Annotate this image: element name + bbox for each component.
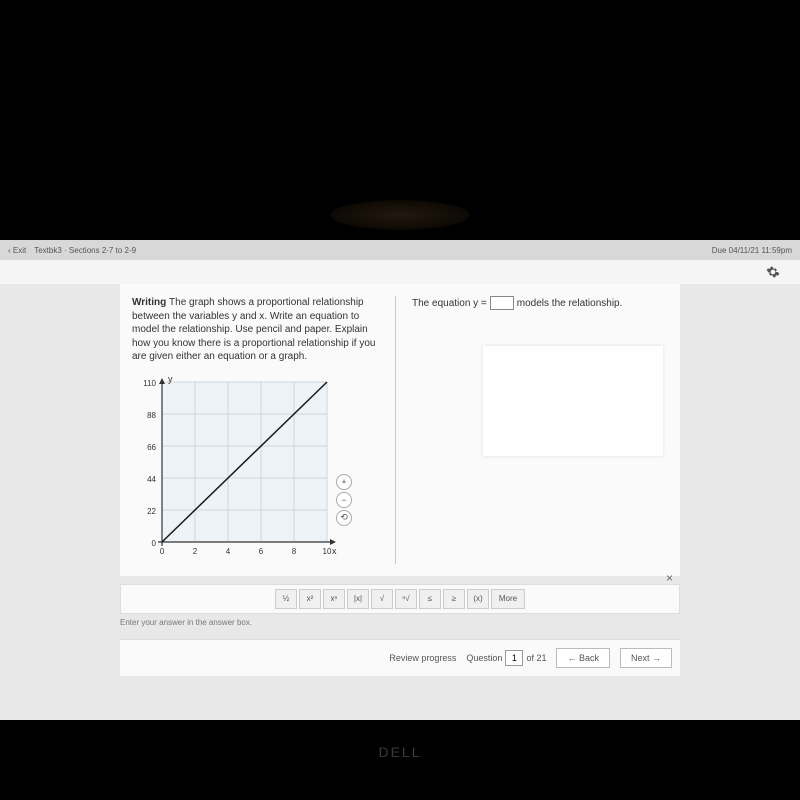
question-right-column: The equation y = models the relationship… <box>404 296 668 564</box>
answer-input[interactable] <box>490 296 514 310</box>
next-button[interactable]: Next → <box>620 648 672 668</box>
review-progress-link[interactable]: Review progress <box>389 653 456 663</box>
question-prompt: Writing The graph shows a proportional r… <box>132 296 387 364</box>
proportional-graph: 110 88 66 44 22 0 0 2 4 6 8 10 <box>132 374 342 564</box>
palette-ge-button[interactable]: ≥ <box>443 589 465 609</box>
palette-sq-button[interactable]: x² <box>299 589 321 609</box>
answer-prefix: The equation y = <box>412 298 487 309</box>
palette-frac-button[interactable]: ½ <box>275 589 297 609</box>
top-bar: ‹ Exit Textbk3 · Sections 2-7 to 2-9 Due… <box>0 240 800 260</box>
answer-suffix: models the relationship. <box>517 298 623 309</box>
glare-overlay <box>483 346 663 456</box>
graph-zoom-tools: + − ⟲ <box>336 474 352 526</box>
photo-smudge <box>330 200 470 230</box>
answer-sentence: The equation y = models the relationship… <box>412 296 668 310</box>
gear-icon[interactable] <box>766 265 780 279</box>
palette-le-button[interactable]: ≤ <box>419 589 441 609</box>
toolbar-row <box>0 260 800 284</box>
palette-pow-button[interactable]: xⁿ <box>323 589 345 609</box>
zoom-reset-button[interactable]: ⟲ <box>336 510 352 526</box>
math-palette: × ½ x² xⁿ |x| √ ⁿ√ ≤ ≥ (x) More <box>120 584 680 614</box>
svg-text:10: 10 <box>323 547 332 556</box>
svg-text:44: 44 <box>147 475 156 484</box>
svg-text:110: 110 <box>143 379 156 388</box>
svg-text:4: 4 <box>226 547 231 556</box>
svg-text:22: 22 <box>147 507 156 516</box>
svg-text:66: 66 <box>147 443 156 452</box>
palette-paren-button[interactable]: (x) <box>467 589 489 609</box>
back-button[interactable]: ← Back <box>556 648 610 668</box>
svg-text:88: 88 <box>147 411 156 420</box>
svg-text:0: 0 <box>160 547 165 556</box>
zoom-out-button[interactable]: − <box>336 492 352 508</box>
svg-text:0: 0 <box>152 539 157 548</box>
question-left-column: Writing The graph shows a proportional r… <box>132 296 396 564</box>
svg-text:6: 6 <box>259 547 264 556</box>
zoom-in-button[interactable]: + <box>336 474 352 490</box>
svg-text:8: 8 <box>292 547 297 556</box>
question-number-input[interactable] <box>505 650 523 666</box>
svg-text:y: y <box>168 374 173 384</box>
answer-hint: Enter your answer in the answer box. <box>120 618 680 627</box>
svg-text:2: 2 <box>193 547 198 556</box>
svg-text:x: x <box>332 546 337 556</box>
palette-abs-button[interactable]: |x| <box>347 589 369 609</box>
laptop-logo: DELL <box>378 744 421 760</box>
question-panel: Writing The graph shows a proportional r… <box>120 284 680 576</box>
palette-close-button[interactable]: × <box>666 571 673 585</box>
question-counter: Question of 21 <box>466 650 546 666</box>
app-screen: ‹ Exit Textbk3 · Sections 2-7 to 2-9 Due… <box>0 240 800 720</box>
due-date: Due 04/11/21 11:59pm <box>712 246 792 255</box>
palette-sqrt-button[interactable]: √ <box>371 589 393 609</box>
palette-nroot-button[interactable]: ⁿ√ <box>395 589 417 609</box>
palette-more-button[interactable]: More <box>491 589 525 609</box>
graph-container: 110 88 66 44 22 0 0 2 4 6 8 10 <box>132 374 342 564</box>
assignment-title: Textbk3 · Sections 2-7 to 2-9 <box>34 246 136 255</box>
footer-nav: Review progress Question of 21 ← Back Ne… <box>120 639 680 676</box>
exit-link[interactable]: ‹ Exit <box>8 246 26 255</box>
